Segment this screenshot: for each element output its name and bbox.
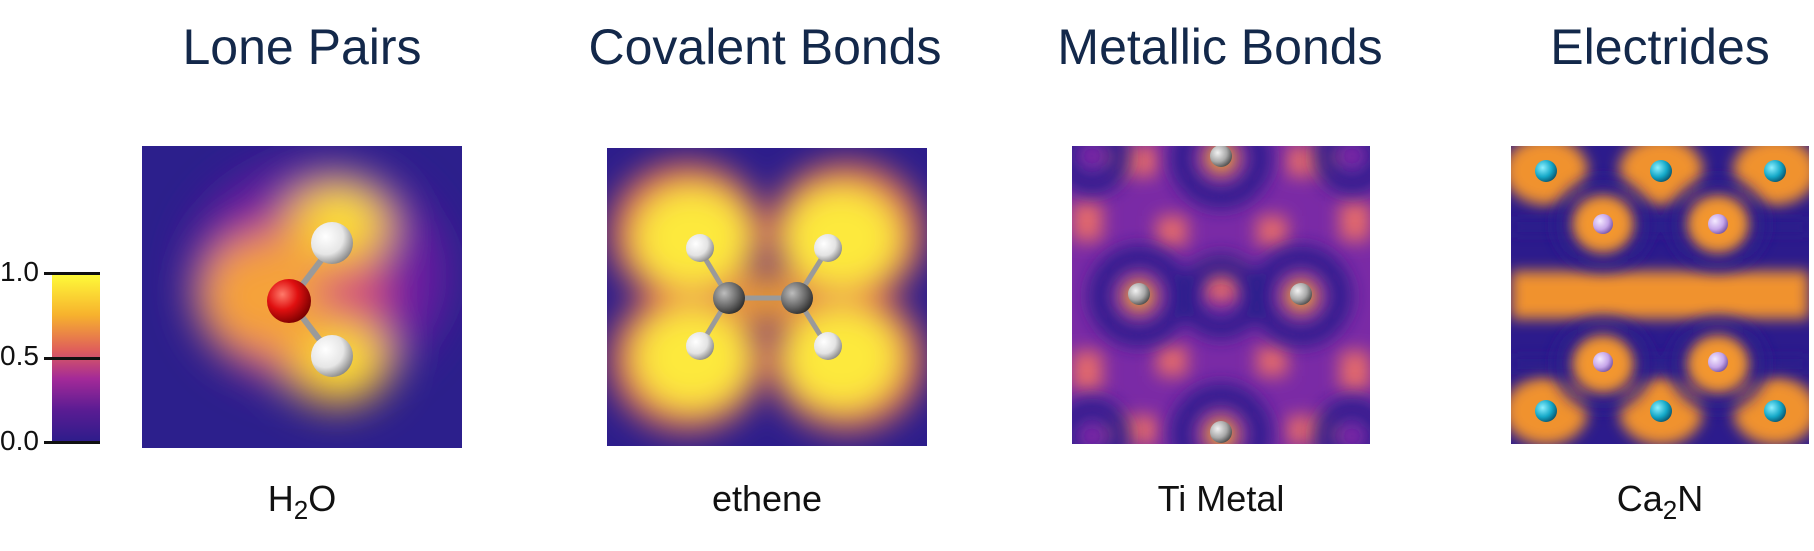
panel-label-ti-metal: Ti Metal [1121,478,1321,520]
colorbar-tick-mark-bottom [44,441,100,444]
panel-label-h2o: H2O [222,478,382,526]
colorbar-tick-label: 1.0 [0,256,39,287]
colorbar-tick-label: 0.5 [0,340,39,371]
ca2n-lattice-icon [1511,146,1809,444]
panel-label-ca2n: Ca2N [1580,478,1740,526]
label-tail: N [1677,478,1704,519]
label-main: ethene [711,478,823,519]
panel-title-electrides: Electrides [1550,19,1770,75]
water-molecule-icon [142,146,462,448]
label-tail: O [308,478,337,519]
label-main: Ti Metal [1157,478,1285,519]
panel-title-metallic-bonds: Metallic Bonds [1057,19,1383,75]
colorbar-tick-mark-top [44,272,100,275]
colorbar-tick-mark-mid [44,357,100,360]
colorbar-tick-label: 0.0 [0,425,39,456]
ethene-molecule-icon [607,148,927,446]
label-main: H [267,478,294,519]
titanium-lattice-icon [1072,146,1370,444]
panel-label-ethene: ethene [687,478,847,520]
panel-title-covalent-bonds: Covalent Bonds [588,19,942,75]
label-main: Ca [1616,478,1663,519]
panel-title-lone-pairs: Lone Pairs [182,19,422,75]
label-subscript: 2 [1662,495,1678,526]
label-subscript: 2 [293,495,309,526]
